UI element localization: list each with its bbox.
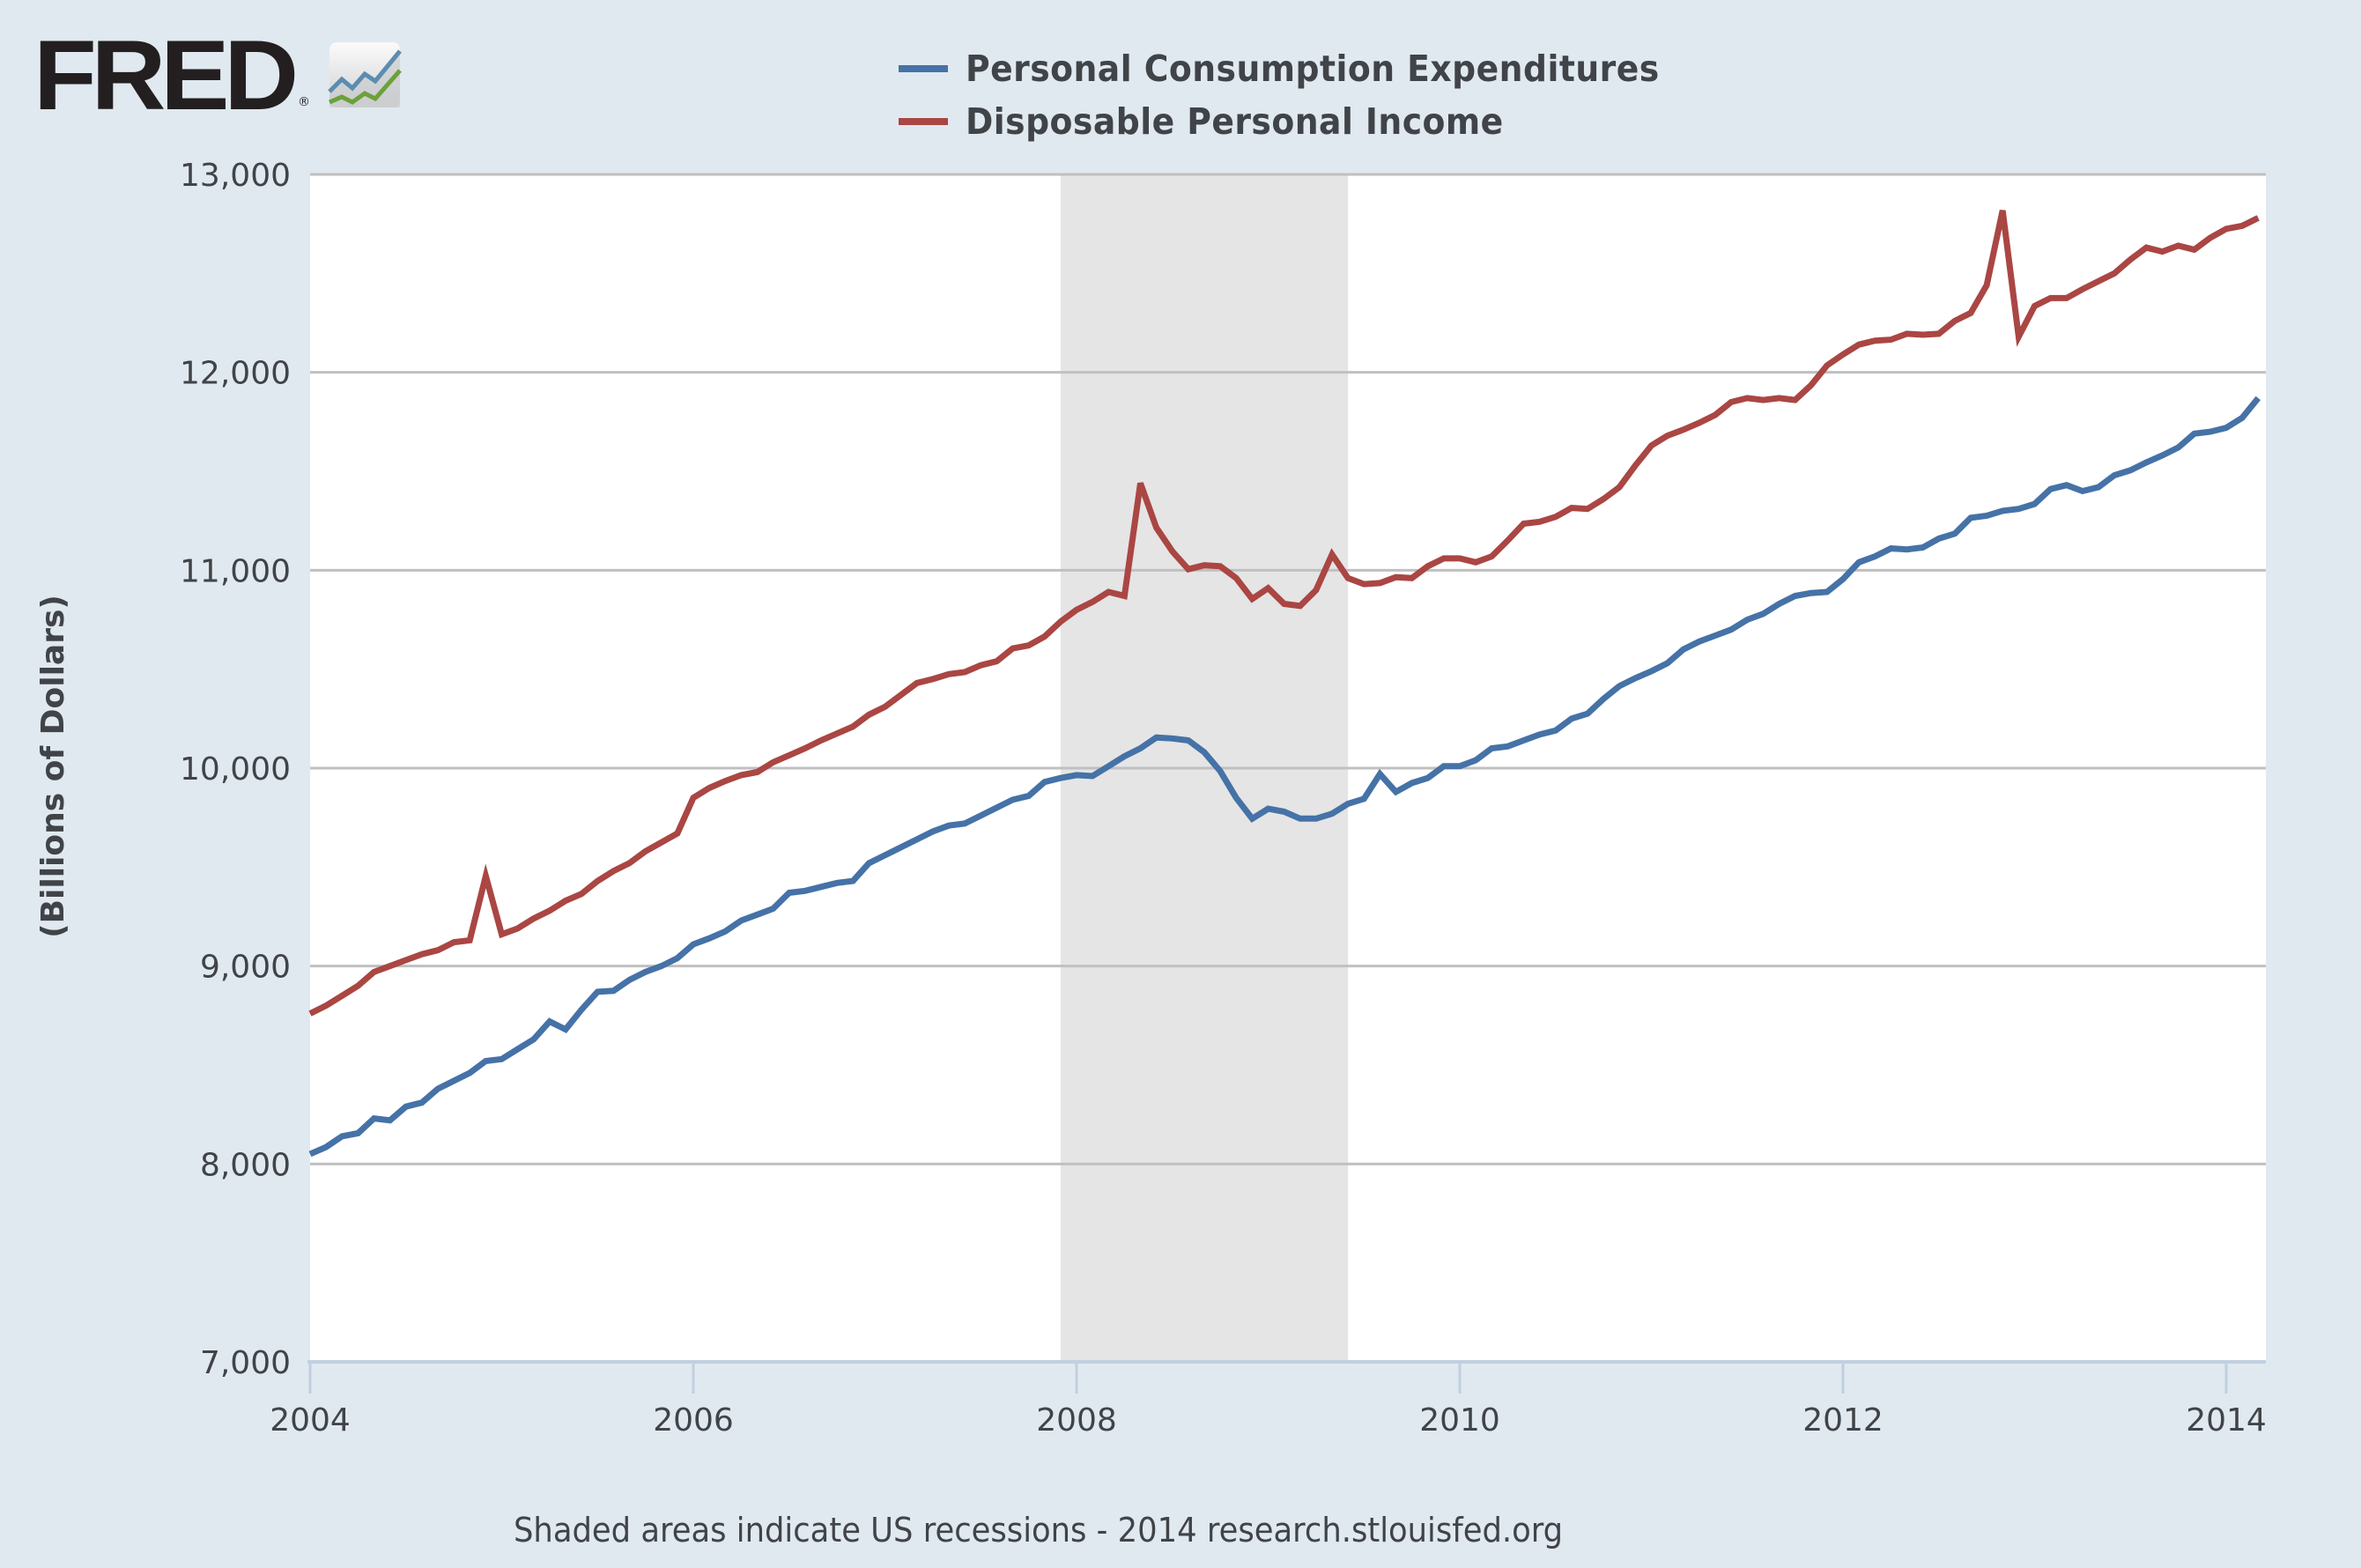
y-tick-label: 7,000	[200, 1345, 291, 1381]
legend-label-dpi: Disposable Personal Income	[966, 100, 1504, 143]
x-tick-label: 2004	[270, 1402, 351, 1439]
x-tick-label: 2014	[2186, 1402, 2267, 1439]
y-tick-label: 8,000	[200, 1147, 291, 1183]
x-tick-label: 2012	[1802, 1402, 1884, 1439]
legend: Personal Consumption Expenditures Dispos…	[899, 42, 1720, 148]
y-tick-label: 9,000	[200, 950, 291, 986]
legend-swatch-dpi	[899, 118, 948, 125]
series	[308, 210, 2261, 1158]
y-tick-label: 10,000	[180, 751, 291, 788]
series-line-dpi	[308, 210, 2260, 1017]
registered-mark: ®	[298, 95, 310, 109]
x-tick-label: 2010	[1419, 1402, 1500, 1439]
legend-swatch-pce	[899, 65, 948, 72]
y-tick-label: 11,000	[180, 553, 291, 589]
y-tick-label: 12,000	[180, 356, 291, 392]
y-tick-label: 13,000	[180, 158, 291, 194]
y-axis-title: (Billions of Dollars)	[35, 595, 71, 938]
x-axis: 2004 2006 2008 2010 2012 2014	[270, 1360, 2267, 1439]
gridlines	[310, 173, 2266, 1165]
legend-item-dpi[interactable]: Disposable Personal Income	[899, 95, 1720, 148]
x-tick-label: 2008	[1036, 1402, 1117, 1439]
y-axis: 7,000 8,000 9,000 10,000 11,000 12,000 13,000	[180, 158, 291, 1381]
x-tick-label: 2006	[653, 1402, 734, 1439]
series-line-pce	[308, 396, 2261, 1158]
legend-label-pce: Personal Consumption Expenditures	[966, 48, 1660, 90]
line-chart-icon	[328, 42, 402, 107]
legend-item-pce[interactable]: Personal Consumption Expenditures	[899, 42, 1720, 95]
footer-note: Shaded areas indicate US recessions - 20…	[514, 1511, 1564, 1550]
fred-logo: FRED	[33, 20, 299, 130]
